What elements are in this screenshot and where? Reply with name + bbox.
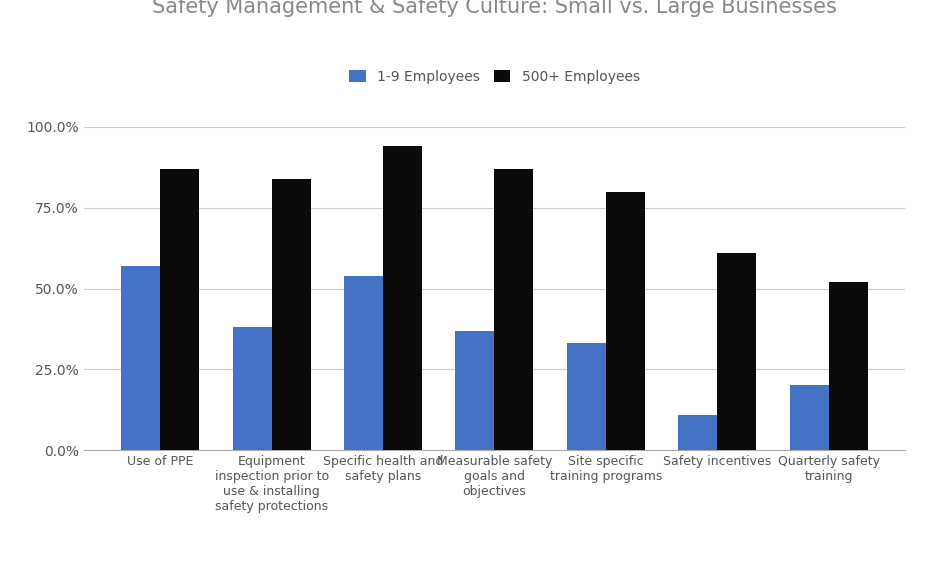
Bar [678,414,717,450]
Bar [121,266,160,450]
Bar [455,331,494,450]
Bar [717,253,757,450]
Bar [567,343,606,450]
Bar [383,147,422,450]
Bar [606,192,645,450]
Bar [344,276,383,450]
Bar [160,169,200,450]
Bar [272,179,311,450]
Bar [494,169,534,450]
Bar [829,282,868,450]
Legend: 1-9 Employees, 500+ Employees: 1-9 Employees, 500+ Employees [342,63,647,91]
Bar [232,327,272,450]
Title: Safety Management & Safety Culture: Small vs. Large Businesses: Safety Management & Safety Culture: Smal… [152,0,837,17]
Bar [789,385,829,450]
